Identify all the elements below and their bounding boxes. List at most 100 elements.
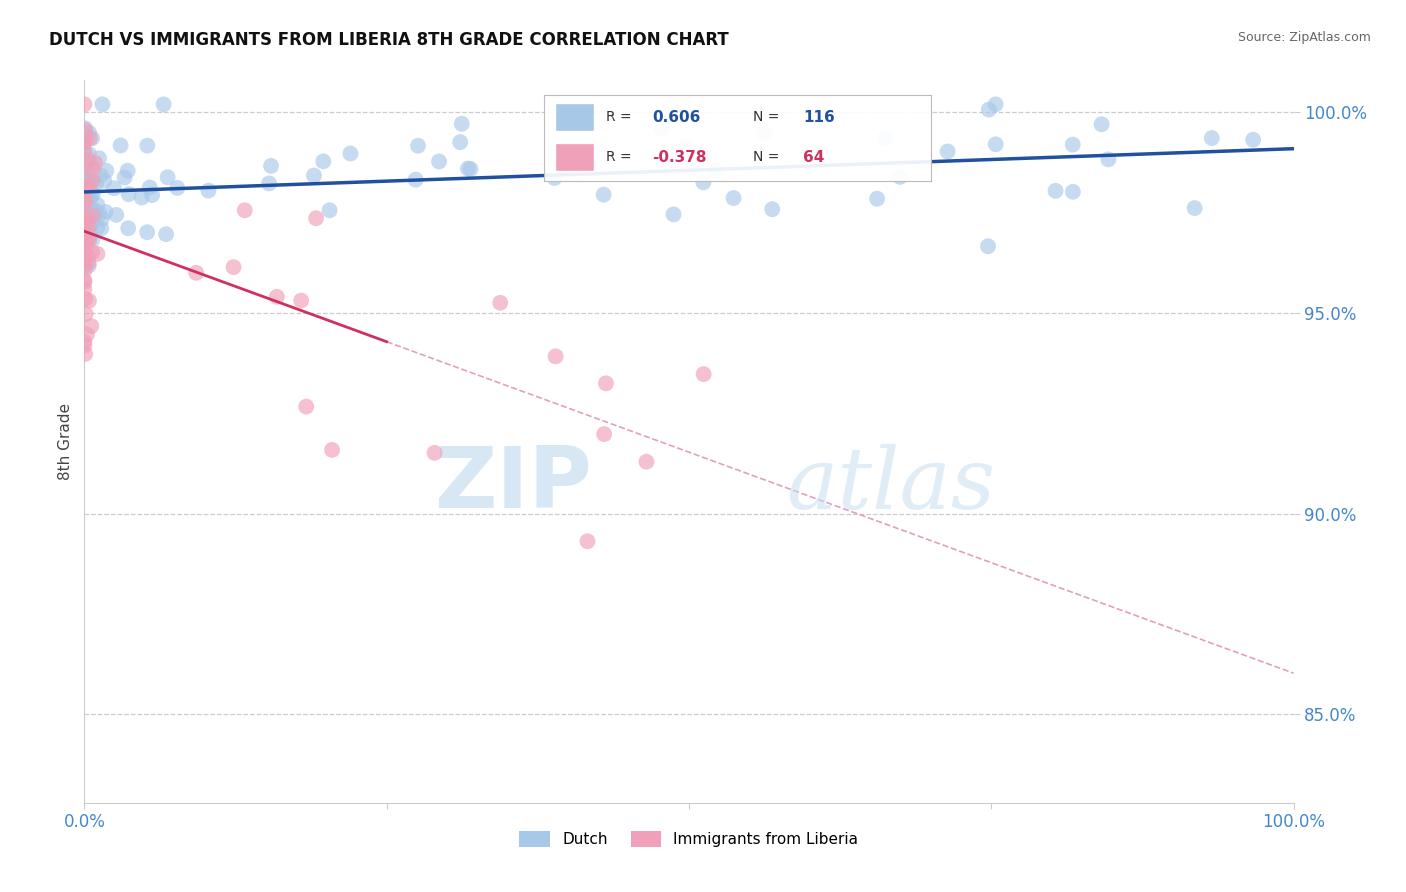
Point (76, 154, 98, 169)
Point (984, 97, 1007, 112)
Point (73, 214, 96, 228)
Point (73, 213, 96, 227)
Point (73, 123, 96, 137)
Point (80, 175, 103, 189)
Point (82, 245, 104, 260)
Point (90, 211, 112, 226)
Point (692, 367, 714, 381)
Point (117, 187, 139, 202)
Point (79, 230, 101, 244)
Point (595, 376, 617, 391)
Point (166, 181, 188, 195)
Point (662, 207, 685, 221)
Point (73, 97, 96, 112)
Point (86, 198, 108, 212)
Point (1201, 131, 1223, 145)
Point (77, 293, 100, 308)
Point (76, 233, 98, 247)
Point (233, 203, 256, 218)
Point (1241, 133, 1264, 147)
Text: Source: ZipAtlas.com: Source: ZipAtlas.com (1237, 31, 1371, 45)
Point (75, 292, 97, 306)
Point (73, 187, 96, 202)
Point (84, 203, 107, 218)
Text: atlas: atlas (786, 443, 995, 526)
Point (650, 121, 672, 136)
Point (96, 163, 118, 178)
Point (73, 282, 96, 296)
Point (155, 227, 177, 242)
Point (636, 455, 658, 469)
Point (73, 178, 96, 192)
Point (73, 121, 96, 136)
Point (77, 201, 100, 215)
Point (984, 137, 1007, 152)
Point (156, 170, 179, 185)
Point (450, 117, 472, 131)
Point (675, 139, 697, 153)
Point (73, 160, 96, 174)
Point (873, 131, 896, 145)
Point (77, 126, 100, 140)
Point (302, 169, 325, 183)
Point (977, 103, 1000, 117)
Point (79, 131, 101, 145)
Point (73, 223, 96, 237)
Point (1062, 137, 1084, 152)
Point (73, 145, 96, 160)
Point (73, 253, 96, 268)
Point (73, 223, 96, 237)
Point (75, 131, 97, 145)
Point (82, 174, 104, 188)
Point (84, 176, 107, 190)
Point (73, 128, 96, 142)
Point (460, 161, 482, 176)
Point (576, 534, 599, 549)
Point (73, 246, 96, 260)
Point (82, 187, 104, 202)
Point (77, 249, 100, 263)
Point (1184, 201, 1206, 215)
Point (141, 188, 163, 202)
Point (1062, 185, 1084, 199)
Point (295, 400, 318, 414)
Point (257, 177, 280, 191)
Point (114, 170, 136, 185)
Point (1097, 153, 1119, 167)
Point (75, 215, 97, 229)
Point (77, 225, 100, 239)
Point (75, 210, 97, 224)
Y-axis label: 8th Grade: 8th Grade (58, 403, 73, 480)
Point (76, 209, 98, 223)
Point (82, 131, 104, 145)
Point (449, 135, 471, 149)
Point (79, 219, 101, 233)
Point (73, 186, 96, 201)
Point (77, 178, 100, 192)
Point (73, 256, 96, 270)
Point (866, 192, 889, 206)
Point (76, 181, 98, 195)
Point (339, 146, 361, 161)
Point (73, 161, 96, 175)
Point (86, 220, 108, 235)
Point (73, 237, 96, 252)
Point (80, 160, 103, 174)
Point (73, 217, 96, 231)
Point (73, 213, 96, 227)
Point (73, 339, 96, 353)
Point (117, 221, 139, 235)
Point (75, 236, 97, 251)
Point (73, 135, 96, 149)
Point (79, 231, 101, 245)
Point (75, 164, 97, 178)
Point (489, 295, 512, 310)
Point (73, 262, 96, 277)
Point (592, 187, 614, 202)
Point (103, 181, 125, 195)
Point (82, 208, 104, 222)
Legend: Dutch, Immigrants from Liberia: Dutch, Immigrants from Liberia (513, 825, 865, 853)
Point (318, 203, 340, 218)
Point (543, 170, 565, 185)
Point (83, 203, 105, 218)
